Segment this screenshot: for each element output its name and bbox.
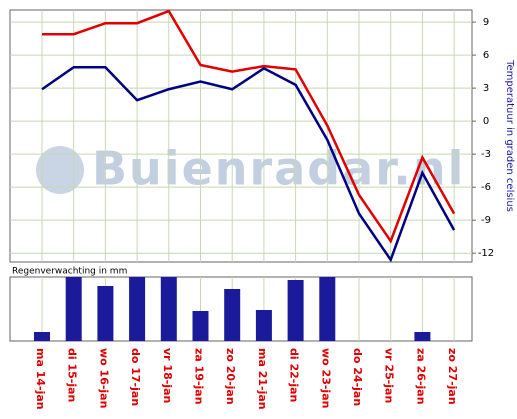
- rain-title: Regenverwachting in mm: [12, 267, 127, 277]
- rain-plot: [9, 276, 473, 342]
- y-tick-label: -3: [481, 149, 491, 160]
- x-tick-label: di 15-jan: [66, 348, 79, 402]
- x-tick-label: wo 23-jan: [319, 348, 332, 408]
- x-tick-label: zo 27-jan: [446, 348, 459, 405]
- x-tick-label: zo 20-jan: [224, 348, 237, 405]
- x-tick-label: ma 21-jan: [256, 348, 269, 410]
- bar: [414, 332, 431, 341]
- y-tick-label: -9: [481, 215, 491, 226]
- x-tick-label: do 17-jan: [129, 348, 142, 406]
- y-tick-label: -6: [481, 182, 491, 193]
- bar: [224, 289, 241, 341]
- x-tick-label: di 22-jan: [288, 348, 301, 402]
- x-tick-label: ma 14-jan: [34, 348, 47, 410]
- bar: [34, 332, 50, 341]
- y-tick-label: 6: [483, 50, 489, 61]
- x-tick-label: vr 25-jan: [383, 348, 396, 403]
- x-tick-label: vr 18-jan: [161, 348, 174, 403]
- bar: [319, 277, 336, 341]
- y-tick-label: 0: [483, 116, 489, 127]
- watermark-logo: [36, 146, 84, 194]
- y-tick-label: -12: [478, 248, 494, 259]
- x-tick-label: do 24-jan: [351, 348, 364, 406]
- x-tick-label: wo 16-jan: [97, 348, 110, 408]
- y-tick-label: 3: [483, 83, 489, 94]
- x-tick-label: za 26-jan: [414, 348, 427, 405]
- bar: [65, 277, 82, 341]
- bar: [287, 280, 304, 341]
- bar: [129, 277, 146, 341]
- y-axis-label: Temperatuur in graden celsius: [504, 59, 515, 212]
- y-tick-label: 9: [483, 17, 489, 28]
- x-tick-label: za 19-jan: [193, 348, 206, 405]
- bar: [192, 311, 209, 341]
- bar: [160, 277, 177, 341]
- bar: [97, 286, 114, 341]
- watermark: Buienradar.nl: [92, 142, 465, 196]
- line-min: [41, 65, 456, 263]
- bar: [255, 310, 272, 341]
- line-max: [42, 9, 456, 244]
